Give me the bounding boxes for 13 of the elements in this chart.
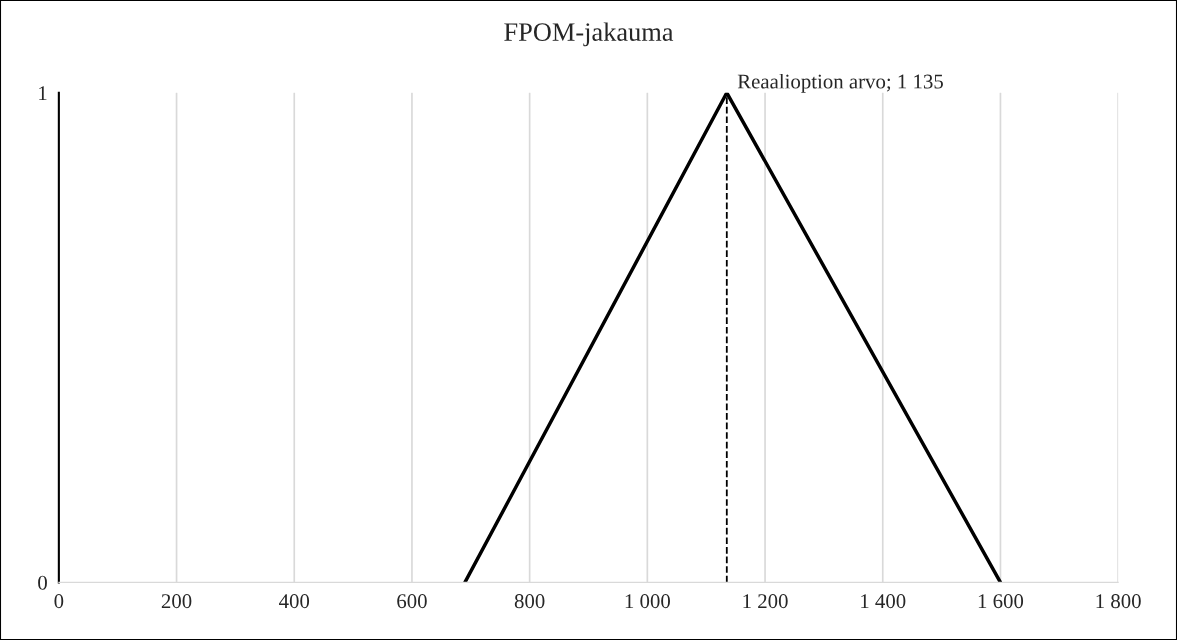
x-tick-label: 0: [54, 594, 64, 609]
x-tick-label: 1 800: [1096, 594, 1141, 609]
chart-title: FPOM-jakauma: [504, 22, 674, 47]
y-tick-label: 1: [39, 86, 47, 101]
ref-line-label: Reaalioption arvo; 1 135: [737, 73, 943, 93]
x-tick-label: 600: [397, 594, 427, 609]
x-tick-label: 800: [514, 594, 545, 609]
x-tick-label: 1 400: [861, 594, 906, 609]
x-tick-label: 200: [161, 594, 192, 609]
x-tick-label: 1 600: [978, 594, 1024, 609]
x-tick-label: 400: [279, 594, 310, 609]
x-tick-label: 1 200: [743, 594, 788, 609]
x-tick-label: 1 000: [625, 594, 670, 609]
